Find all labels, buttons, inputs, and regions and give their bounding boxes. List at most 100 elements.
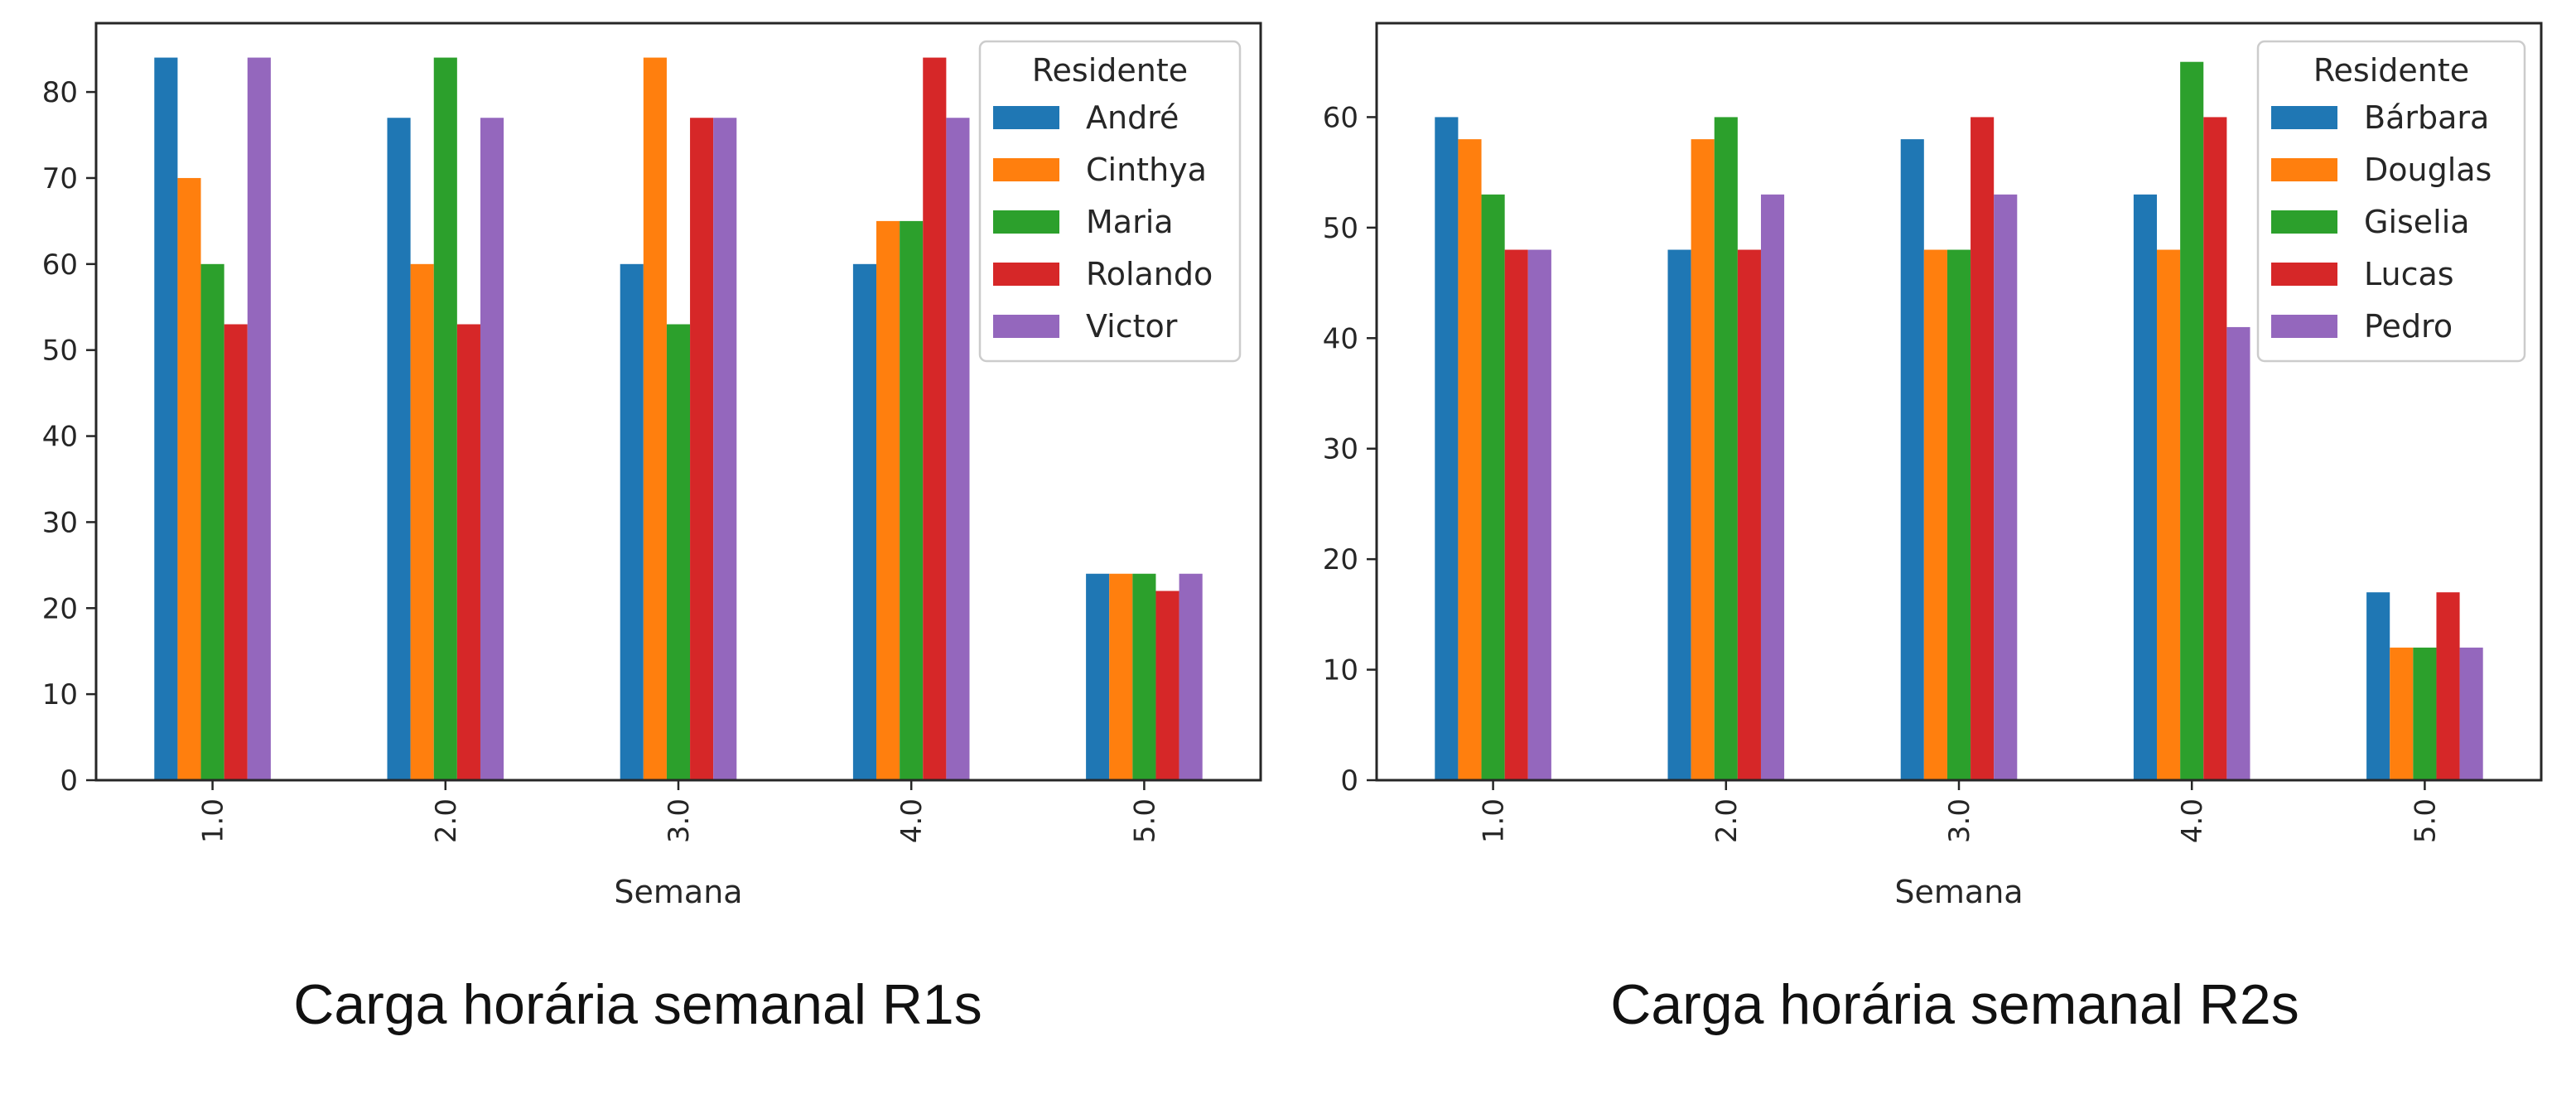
chart-caption: Carga horária semanal R2s — [1610, 973, 2299, 1036]
bar-1-3 — [456, 324, 480, 780]
bar-0-0 — [1435, 117, 1459, 781]
y-tick-label-2: 20 — [42, 592, 78, 625]
bar-2-3 — [690, 118, 714, 780]
bar-3-0 — [852, 263, 877, 780]
x-axis-label: Semana — [1894, 874, 2023, 910]
y-tick-label-4: 40 — [1323, 322, 1358, 355]
x-tick-label-3: 4.0 — [2176, 798, 2209, 843]
legend-label-1: Cinthya — [1086, 152, 1207, 188]
bar-3-1 — [2157, 249, 2181, 780]
y-tick-label-7: 70 — [42, 162, 78, 195]
bar-4-2 — [2413, 647, 2437, 780]
bar-1-0 — [387, 118, 411, 780]
legend-swatch-0 — [993, 106, 1059, 129]
bar-2-0 — [620, 263, 644, 780]
bar-1-3 — [1737, 249, 1761, 780]
bar-4-4 — [1179, 573, 1203, 780]
series-3 — [1504, 117, 2460, 781]
series-3 — [224, 57, 1179, 781]
bar-3-4 — [2226, 326, 2250, 780]
bar-4-0 — [2366, 592, 2390, 780]
x-axis: 1.0 2.0 3.0 4.0 5.0 — [1478, 780, 2442, 843]
legend-label-4: Pedro — [2364, 308, 2453, 345]
y-tick-label-5: 50 — [1323, 212, 1358, 245]
x-tick-label-1: 2.0 — [1710, 798, 1744, 843]
x-tick-label-0: 1.0 — [1478, 798, 1511, 843]
series-0 — [1435, 117, 2390, 781]
legend-label-3: Lucas — [2364, 256, 2454, 292]
y-axis: 0 10 20 30 40 50 60 — [1323, 101, 1377, 798]
bar-0-3 — [224, 324, 248, 780]
legend-swatch-3 — [2271, 263, 2337, 286]
bar-0-4 — [247, 57, 271, 781]
bar-0-1 — [177, 177, 201, 780]
x-tick-label-4: 5.0 — [2409, 798, 2442, 843]
y-tick-label-6: 60 — [42, 248, 78, 282]
legend-label-1: Douglas — [2364, 152, 2492, 188]
series-0 — [154, 57, 1110, 781]
bar-3-0 — [2133, 194, 2158, 780]
y-tick-label-3: 30 — [42, 506, 78, 539]
bar-2-1 — [1923, 249, 1947, 780]
y-tick-label-3: 30 — [1323, 433, 1358, 466]
legend-title: Residente — [1032, 52, 1188, 89]
x-tick-label-2: 3.0 — [1943, 798, 1976, 843]
bar-1-0 — [1667, 249, 1691, 780]
bar-0-2 — [1481, 194, 1505, 780]
bar-4-1 — [2390, 647, 2414, 780]
legend-label-2: Giselia — [2364, 204, 2470, 240]
bar-2-2 — [666, 324, 691, 780]
series-4 — [247, 57, 1203, 781]
chart-r2s: 0 10 20 30 40 50 60 1.0 2.0 3.0 4.0 5.0 Semana Reside… — [1323, 22, 2543, 1036]
series-2 — [1481, 61, 2437, 781]
y-axis: 0 10 20 30 40 50 60 70 80 — [42, 76, 96, 798]
bar-4-4 — [2459, 647, 2483, 780]
series-1 — [1458, 139, 2414, 781]
legend-swatch-1 — [993, 158, 1059, 181]
bar-1-2 — [433, 57, 457, 781]
chart-caption: Carga horária semanal R1s — [293, 973, 982, 1036]
y-tick-label-0: 0 — [1340, 764, 1358, 798]
bar-4-1 — [1109, 573, 1133, 780]
x-tick-label-2: 3.0 — [663, 798, 696, 843]
bar-2-1 — [643, 57, 667, 781]
bar-4-2 — [1132, 573, 1156, 780]
bar-4-0 — [1086, 573, 1110, 780]
y-tick-label-0: 0 — [60, 764, 78, 798]
bar-1-4 — [480, 118, 504, 780]
bar-0-3 — [1504, 249, 1528, 780]
x-axis-label: Semana — [614, 874, 742, 910]
x-tick-label-0: 1.0 — [197, 798, 230, 843]
legend: Residente André Cinthya Maria Rolando Victor — [978, 40, 1242, 363]
legend-swatch-2 — [2271, 210, 2337, 234]
series-2 — [200, 57, 1156, 781]
bar-2-2 — [1946, 249, 1971, 780]
y-tick-label-2: 20 — [1323, 543, 1358, 576]
bar-2-3 — [1971, 117, 1995, 781]
y-tick-label-8: 80 — [42, 76, 78, 109]
x-tick-label-4: 5.0 — [1128, 798, 1161, 843]
x-tick-label-3: 4.0 — [895, 798, 929, 843]
bar-1-1 — [1691, 139, 1715, 781]
bar-4-3 — [2436, 592, 2460, 780]
bar-3-2 — [2180, 61, 2204, 780]
bar-0-1 — [1458, 139, 1482, 781]
bar-4-3 — [1155, 591, 1179, 780]
legend-label-3: Rolando — [1086, 256, 1213, 292]
series-1 — [177, 57, 1133, 781]
y-tick-label-1: 10 — [42, 678, 78, 711]
legend: Residente Bárbara Douglas Giselia Lucas Pedro — [2256, 40, 2526, 363]
chart-r1s: 0 10 20 30 40 50 60 70 80 1.0 2.0 3.0 4.0 5.0 Semana Re… — [42, 22, 1262, 1036]
bar-2-4 — [1994, 194, 2018, 780]
x-axis: 1.0 2.0 3.0 4.0 5.0 — [197, 780, 1161, 843]
y-tick-label-1: 10 — [1323, 654, 1358, 687]
legend-label-0: André — [1086, 99, 1179, 136]
legend-label-2: Maria — [1086, 204, 1174, 240]
bar-2-0 — [1900, 139, 1924, 781]
bar-3-3 — [2203, 117, 2227, 781]
bar-1-1 — [410, 263, 434, 780]
legend-swatch-4 — [2271, 315, 2337, 338]
legend-label-4: Victor — [1086, 308, 1178, 345]
y-tick-label-5: 50 — [42, 335, 78, 368]
x-tick-label-1: 2.0 — [430, 798, 463, 843]
